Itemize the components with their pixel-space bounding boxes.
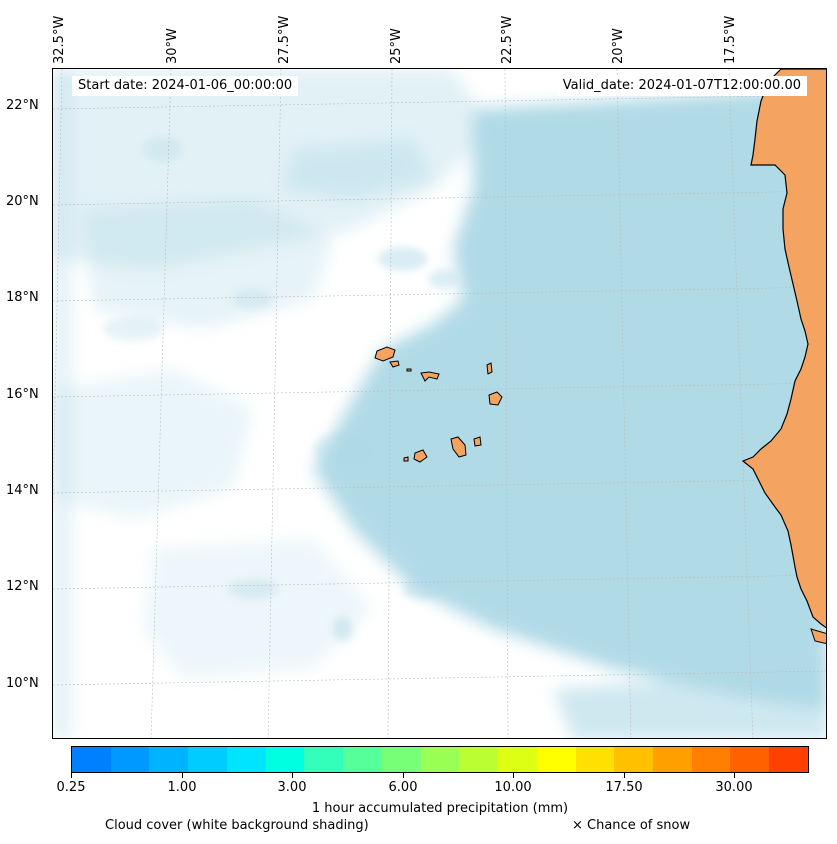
- colorbar-tick-label: 10.00: [494, 780, 532, 795]
- precipitation-colorbar: [71, 746, 809, 773]
- colorbar-tick: [624, 773, 625, 778]
- cloud-patch: [228, 579, 278, 599]
- colorbar-tick-label: 0.25: [56, 780, 86, 795]
- cloud-patch: [333, 617, 353, 641]
- graticule-lat-18: [53, 286, 826, 302]
- graticule-lat-16: [53, 382, 826, 398]
- colorbar-tick-label: 30.00: [715, 780, 753, 795]
- cloud-cover-legend: Cloud cover (white background shading): [105, 818, 369, 833]
- cloud-patch: [313, 434, 373, 464]
- colorbar-segment: [420, 747, 460, 772]
- map-canvas: [53, 69, 826, 738]
- cloud-patch: [233, 289, 273, 309]
- island-sal: [486, 362, 493, 375]
- start-date-label: Start date: 2024-01-06_00:00:00: [72, 76, 299, 96]
- cloud-mass-main: [313, 71, 826, 709]
- colorbar-segment: [265, 747, 305, 772]
- colorbar-segment: [769, 747, 808, 772]
- cloud-cover-shading: [53, 69, 826, 738]
- latitude-label: 10°N: [6, 676, 39, 691]
- colorbar-segment: [188, 747, 227, 772]
- cloud-patch: [403, 579, 443, 599]
- island-santo-antao: [374, 346, 396, 362]
- island-boa-vista: [488, 391, 503, 406]
- graticule-lat-12: [53, 574, 826, 590]
- colorbar-segment: [149, 747, 189, 772]
- graticule-lat-10: [53, 670, 826, 686]
- colorbar-segment: [653, 747, 692, 772]
- colorbar-tick-label: 1.00: [167, 780, 197, 795]
- colorbar-segment: [614, 747, 654, 772]
- longitude-label: 20°W: [611, 28, 626, 64]
- colorbar-tick: [734, 773, 735, 778]
- colorbar-title: 1 hour accumulated precipitation (mm): [311, 801, 569, 816]
- cloud-south-edge: [553, 669, 826, 738]
- colorbar-tick: [403, 773, 404, 778]
- longitude-label: 30°W: [165, 28, 180, 64]
- island-maio: [473, 436, 482, 447]
- latitude-label: 20°N: [6, 194, 39, 209]
- island-santa-luzia: [406, 368, 412, 372]
- colorbar-segment: [226, 747, 266, 772]
- cape-verde-islands: [374, 346, 503, 463]
- colorbar-segment: [730, 747, 770, 772]
- island-sao-nicolau: [420, 371, 440, 382]
- valid-date-label: Valid_date: 2024-01-07T12:00:00.00: [556, 76, 807, 96]
- island-brava: [403, 456, 409, 462]
- colorbar-segment: [459, 747, 499, 772]
- colorbar-segment: [343, 747, 382, 772]
- longitude-label: 25°W: [389, 28, 404, 64]
- latitude-label: 14°N: [6, 483, 39, 498]
- colorbar-segment: [110, 747, 150, 772]
- graticule-lat-22: [53, 94, 826, 110]
- colorbar-tick: [71, 773, 72, 778]
- colorbar-segment: [536, 747, 576, 772]
- cloud-patch: [103, 317, 163, 341]
- latitude-label: 18°N: [6, 290, 39, 305]
- map-panel: [52, 68, 827, 739]
- latitude-label: 22°N: [6, 98, 39, 113]
- graticule: [53, 69, 826, 738]
- africa-coastline-south: [810, 628, 826, 645]
- island-sao-vicente: [389, 360, 400, 368]
- longitude-label: 27.5°W: [277, 15, 292, 64]
- cloud-frame-left: [53, 69, 71, 738]
- colorbar-segment: [575, 747, 615, 772]
- longitude-label: 32.5°W: [52, 15, 67, 64]
- longitude-label: 22.5°W: [500, 15, 515, 64]
- cloud-streak-north: [283, 139, 433, 199]
- graticule-lat-14: [53, 478, 826, 494]
- cloud-patch: [428, 269, 458, 289]
- colorbar-tick-label: 17.50: [605, 780, 643, 795]
- colorbar-segment: [72, 747, 111, 772]
- colorbar-tick: [182, 773, 183, 778]
- africa-coastline: [741, 69, 826, 629]
- cloud-patches: [103, 137, 458, 641]
- longitude-label: 17.5°W: [723, 15, 738, 64]
- latitude-label: 16°N: [6, 387, 39, 402]
- cloud-patch: [143, 137, 183, 161]
- island-santiago: [450, 436, 467, 458]
- colorbar-tick-label: 6.00: [388, 780, 418, 795]
- colorbar-segment: [498, 747, 537, 772]
- snow-chance-legend: × Chance of snow: [572, 818, 691, 833]
- colorbar-segment: [381, 747, 421, 772]
- cloud-patch: [378, 247, 428, 271]
- latitude-label: 12°N: [6, 579, 39, 594]
- colorbar-tick-label: 3.00: [277, 780, 307, 795]
- colorbar-tick: [292, 773, 293, 778]
- colorbar-segment: [691, 747, 731, 772]
- cloud-band-lower-left: [53, 369, 253, 519]
- island-fogo: [413, 449, 428, 463]
- cloud-band-south: [143, 539, 373, 679]
- colorbar-segment: [304, 747, 344, 772]
- colorbar-tick: [513, 773, 514, 778]
- graticule-lat-20: [53, 190, 826, 206]
